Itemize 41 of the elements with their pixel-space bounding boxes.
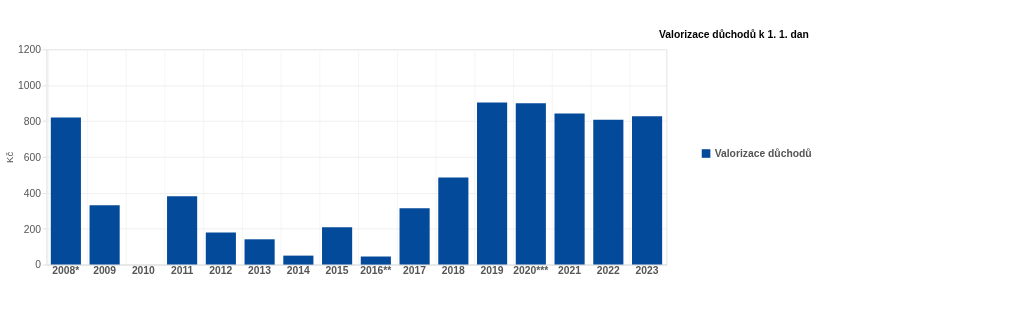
x-tick-label: 2010 — [131, 265, 156, 277]
x-tick-label: 2020*** — [513, 265, 550, 277]
bar — [399, 208, 430, 265]
bar — [360, 256, 391, 265]
bar — [438, 177, 469, 265]
bar — [554, 113, 585, 265]
y-tick-label: 400 — [23, 187, 42, 199]
text: Valorizace důchodů k 1. 1. dan — [658, 29, 809, 41]
bar — [50, 117, 81, 265]
x-tick-label: 2015 — [325, 265, 349, 277]
x-tick-label: 2013 — [248, 265, 272, 277]
x-tick-label: 2011 — [170, 265, 194, 277]
y-tick-label: 800 — [23, 115, 42, 127]
legend-label: Valorizace důchodů — [714, 147, 812, 159]
bar — [593, 119, 624, 265]
bar — [283, 255, 314, 265]
x-tick-label: 2019 — [480, 265, 504, 277]
bar — [167, 196, 198, 265]
bar — [477, 102, 508, 265]
y-tick-label: 1200 — [17, 44, 42, 56]
x-tick-label: 2017 — [403, 265, 427, 277]
y-tick-label: 1000 — [17, 80, 42, 92]
bar — [89, 205, 120, 265]
y-axis-title: Kč — [3, 151, 15, 163]
y-tick-label: 200 — [23, 223, 42, 235]
x-tick-label: 2018 — [441, 265, 466, 277]
x-tick-label: 2012 — [209, 265, 233, 277]
bar — [515, 103, 546, 265]
x-tick-label: 2009 — [93, 265, 117, 277]
bar — [205, 232, 236, 265]
x-tick-label: 2016** — [360, 265, 393, 277]
y-tick-label: 0 — [35, 259, 42, 271]
y-tick-label: 600 — [23, 151, 42, 163]
bar — [244, 239, 275, 265]
bar — [322, 227, 353, 265]
x-tick-label: 2008* — [52, 265, 81, 277]
x-tick-label: 2022 — [596, 265, 621, 277]
bar — [632, 116, 663, 265]
x-tick-label: 2014 — [286, 265, 311, 277]
x-tick-label: 2023 — [635, 265, 659, 277]
x-tick-label: 2021 — [558, 265, 582, 277]
